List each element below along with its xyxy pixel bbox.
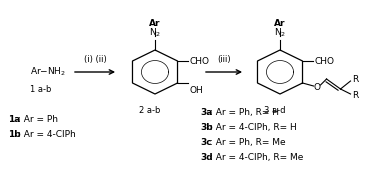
Text: CHO: CHO (189, 57, 209, 66)
Text: O: O (313, 83, 320, 92)
Text: 3a: 3a (200, 108, 212, 117)
Text: 3b: 3b (200, 123, 212, 132)
Text: N$_2$: N$_2$ (149, 27, 161, 39)
Text: 1b: 1b (8, 130, 21, 139)
Text: Ar: Ar (274, 19, 286, 28)
Text: 3d: 3d (200, 153, 212, 162)
Text: CHO: CHO (314, 57, 334, 66)
Text: : Ar = Ph: : Ar = Ph (18, 115, 58, 124)
Text: : Ar = Ph, R= H: : Ar = Ph, R= H (210, 108, 279, 117)
Text: : Ar = 4-ClPh, R= H: : Ar = 4-ClPh, R= H (210, 123, 297, 132)
Text: (i) (ii): (i) (ii) (83, 55, 106, 64)
Text: 3 a-d: 3 a-d (264, 106, 286, 115)
Text: 3c: 3c (200, 138, 212, 147)
Text: N$_2$: N$_2$ (274, 27, 286, 39)
Text: R: R (352, 74, 359, 83)
Text: (iii): (iii) (217, 55, 231, 64)
Text: OH: OH (189, 86, 203, 95)
Text: Ar$-$NH$_2$: Ar$-$NH$_2$ (30, 66, 66, 78)
Text: 1 a-b: 1 a-b (30, 85, 51, 94)
Text: R: R (352, 91, 359, 100)
Text: : Ar = Ph, R= Me: : Ar = Ph, R= Me (210, 138, 286, 147)
Text: : Ar = 4-ClPh: : Ar = 4-ClPh (18, 130, 76, 139)
Text: 1a: 1a (8, 115, 20, 124)
Text: 2 a-b: 2 a-b (139, 106, 161, 115)
Text: Ar: Ar (149, 19, 161, 28)
Text: : Ar = 4-ClPh, R= Me: : Ar = 4-ClPh, R= Me (210, 153, 303, 162)
